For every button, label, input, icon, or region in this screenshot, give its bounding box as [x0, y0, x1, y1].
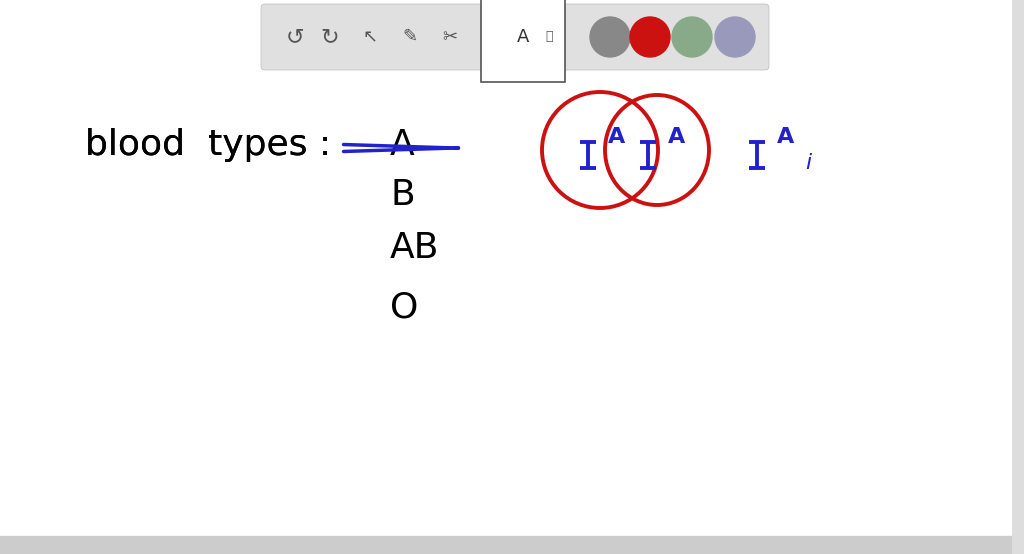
Text: blood  types :: blood types : — [85, 128, 331, 162]
Circle shape — [672, 17, 712, 57]
Text: blood  types :: blood types : — [85, 128, 331, 162]
Text: ↻: ↻ — [321, 27, 339, 47]
Text: i: i — [805, 153, 811, 173]
Text: ✎: ✎ — [402, 28, 418, 46]
Circle shape — [630, 17, 670, 57]
Text: 🏔: 🏔 — [545, 30, 553, 44]
Text: A: A — [517, 28, 529, 46]
Text: B: B — [390, 178, 415, 212]
Text: A: A — [777, 127, 795, 147]
Text: ↖: ↖ — [362, 28, 378, 46]
FancyBboxPatch shape — [1012, 0, 1024, 554]
Circle shape — [715, 17, 755, 57]
Text: O: O — [390, 291, 419, 325]
Text: ✂: ✂ — [442, 28, 458, 46]
Text: A: A — [390, 128, 415, 162]
Text: A: A — [668, 127, 685, 147]
Circle shape — [590, 17, 630, 57]
FancyBboxPatch shape — [261, 4, 769, 70]
Text: ↺: ↺ — [286, 27, 304, 47]
Text: A: A — [608, 127, 626, 147]
Text: ╱: ╱ — [482, 27, 492, 47]
FancyBboxPatch shape — [537, 25, 561, 49]
Text: AB: AB — [390, 231, 439, 265]
